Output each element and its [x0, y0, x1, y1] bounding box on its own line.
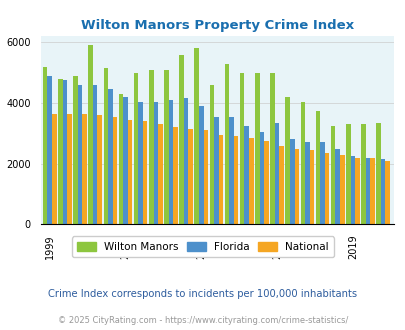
Bar: [103, 68, 108, 224]
Bar: [149, 70, 153, 224]
Bar: [380, 159, 384, 224]
Bar: [58, 79, 62, 224]
Bar: [123, 97, 128, 224]
Bar: [164, 70, 168, 224]
Bar: [43, 67, 47, 224]
Text: © 2025 CityRating.com - https://www.cityrating.com/crime-statistics/: © 2025 CityRating.com - https://www.city…: [58, 315, 347, 325]
Legend: Wilton Manors, Florida, National: Wilton Manors, Florida, National: [72, 237, 333, 257]
Bar: [93, 85, 97, 224]
Bar: [285, 97, 289, 224]
Bar: [300, 102, 305, 224]
Bar: [254, 73, 259, 224]
Bar: [82, 114, 87, 224]
Bar: [67, 114, 72, 224]
Bar: [270, 73, 274, 224]
Bar: [248, 138, 253, 224]
Bar: [239, 73, 244, 224]
Bar: [179, 54, 183, 224]
Bar: [233, 136, 238, 224]
Bar: [158, 124, 162, 224]
Bar: [384, 161, 389, 224]
Bar: [335, 148, 339, 224]
Bar: [365, 158, 369, 224]
Bar: [350, 156, 354, 224]
Title: Wilton Manors Property Crime Index: Wilton Manors Property Crime Index: [81, 19, 353, 32]
Bar: [138, 102, 143, 224]
Bar: [229, 117, 233, 224]
Bar: [259, 132, 264, 224]
Bar: [134, 73, 138, 224]
Bar: [73, 76, 77, 224]
Bar: [324, 153, 328, 224]
Bar: [203, 130, 208, 224]
Bar: [274, 123, 279, 224]
Bar: [224, 64, 229, 224]
Bar: [62, 80, 67, 224]
Bar: [345, 124, 350, 224]
Bar: [143, 121, 147, 224]
Bar: [315, 111, 320, 224]
Bar: [128, 120, 132, 224]
Bar: [339, 155, 344, 224]
Bar: [173, 127, 177, 224]
Bar: [320, 143, 324, 224]
Bar: [214, 117, 218, 224]
Bar: [47, 76, 52, 224]
Bar: [305, 143, 309, 224]
Bar: [52, 114, 56, 224]
Bar: [289, 140, 294, 224]
Bar: [279, 146, 283, 224]
Bar: [153, 102, 158, 224]
Bar: [330, 126, 335, 224]
Bar: [188, 129, 192, 224]
Bar: [294, 148, 298, 224]
Bar: [264, 141, 268, 224]
Bar: [97, 115, 102, 224]
Bar: [375, 123, 380, 224]
Bar: [218, 135, 223, 224]
Bar: [354, 158, 359, 224]
Bar: [309, 150, 313, 224]
Bar: [77, 85, 82, 224]
Bar: [112, 117, 117, 224]
Bar: [369, 158, 374, 224]
Bar: [198, 106, 203, 224]
Bar: [108, 89, 112, 224]
Bar: [88, 46, 93, 224]
Bar: [168, 100, 173, 224]
Bar: [194, 49, 198, 224]
Bar: [244, 126, 248, 224]
Bar: [183, 98, 188, 224]
Bar: [360, 124, 365, 224]
Bar: [209, 85, 214, 224]
Bar: [118, 94, 123, 224]
Text: Crime Index corresponds to incidents per 100,000 inhabitants: Crime Index corresponds to incidents per…: [48, 289, 357, 299]
